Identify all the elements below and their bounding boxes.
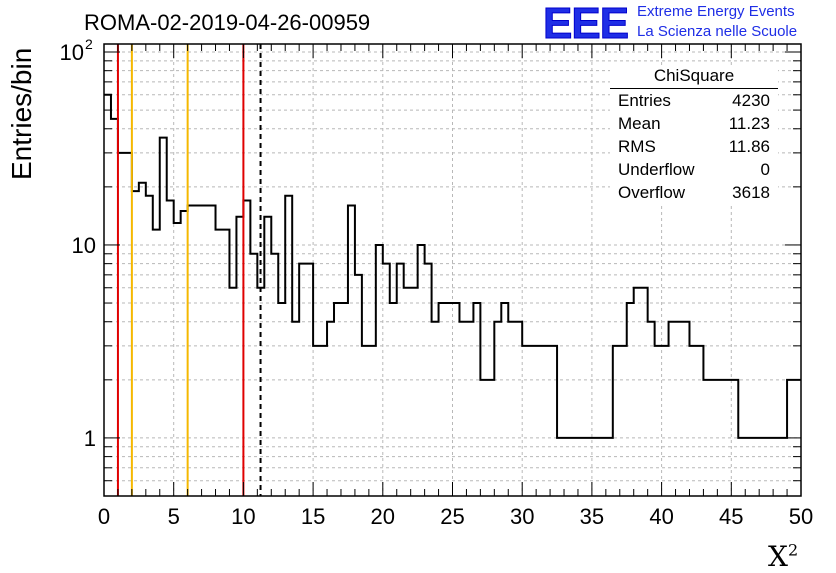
x-tick-label: 45: [719, 504, 743, 529]
x-tick-label: 25: [440, 504, 464, 529]
y-tick-label: 10: [72, 233, 96, 258]
stats-row-mean: Mean 11.23: [618, 114, 770, 133]
x-axis-label: X2: [768, 540, 799, 573]
histogram-line: [104, 93, 801, 439]
y-axis-label: Entries/bin: [6, 47, 37, 180]
stats-box: ChiSquare Entries 4230 Mean 11.23 RMS 11.86…: [610, 66, 778, 204]
stats-row-entries: Entries 4230: [618, 91, 770, 110]
x-tick-label: 0: [98, 504, 110, 529]
x-tick-label: 10: [231, 504, 255, 529]
stats-row-overflow: Overflow 3618: [618, 183, 770, 202]
x-tick-label: 20: [371, 504, 395, 529]
x-tick-label: 5: [168, 504, 180, 529]
chart-title: ROMA-02-2019-04-26-00959: [84, 10, 371, 35]
eee-logo: EEE: [542, 0, 629, 48]
logo-subtitle-1: Extreme Energy Events: [637, 3, 795, 20]
stats-title: ChiSquare: [610, 66, 778, 89]
logo-subtitle-2: La Scienza nelle Scuole: [637, 23, 798, 40]
x-tick-label: 40: [649, 504, 673, 529]
y-tick-label: 1: [84, 426, 96, 451]
x-tick-label: 35: [580, 504, 604, 529]
y-tick-exponent: 2: [85, 36, 93, 52]
x-tick-label: 30: [510, 504, 534, 529]
stats-row-rms: RMS 11.86: [618, 137, 770, 156]
stats-row-underflow: Underflow 0: [618, 160, 770, 179]
y-tick-label: 10: [60, 40, 84, 65]
x-tick-label: 50: [789, 504, 813, 529]
x-tick-label: 15: [301, 504, 325, 529]
